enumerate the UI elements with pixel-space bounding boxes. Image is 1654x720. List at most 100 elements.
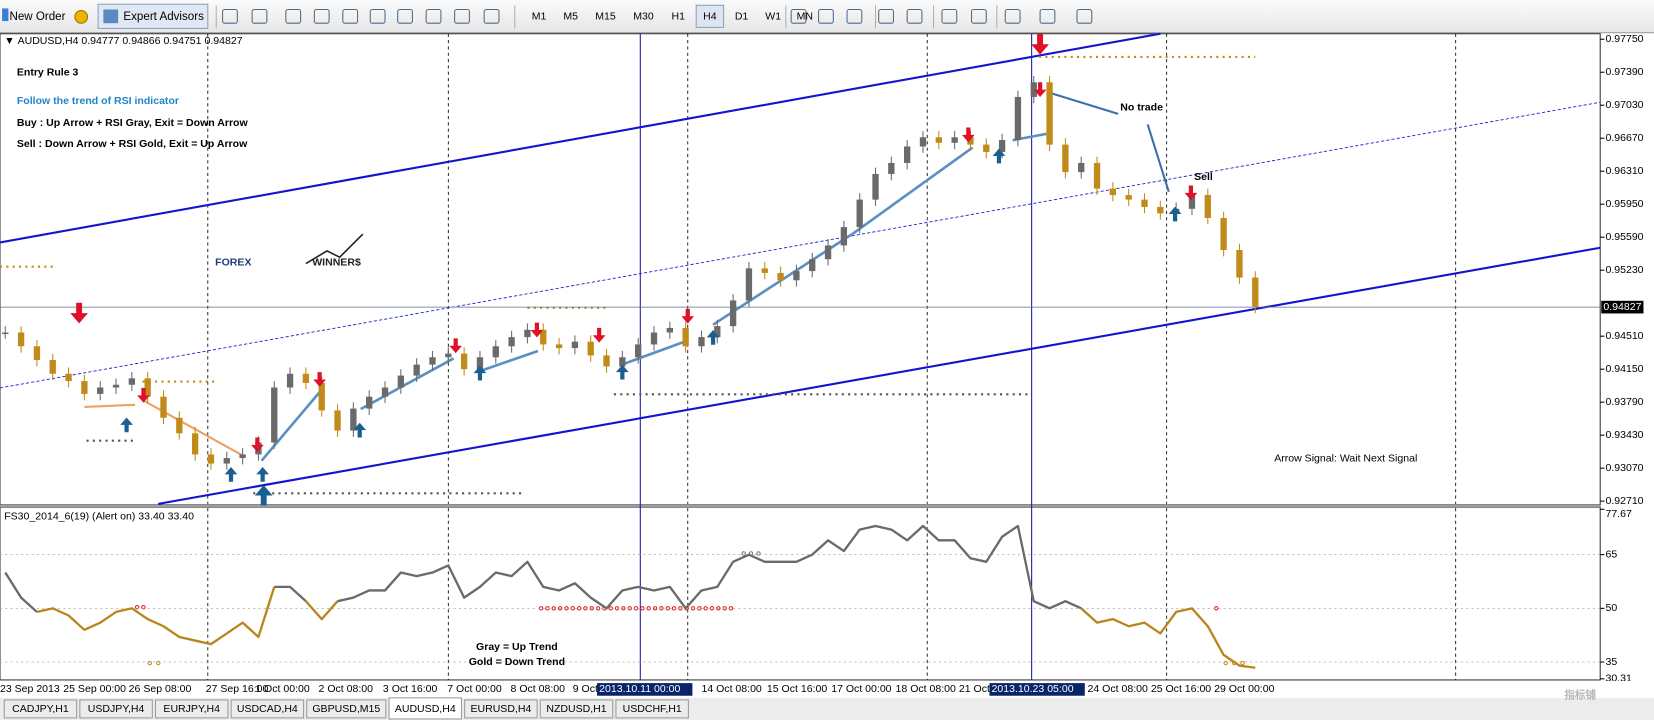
time-label: 29 Oct 00:00	[1214, 683, 1274, 695]
timeframe-button[interactable]: W1	[765, 11, 781, 23]
tool-icon[interactable]	[369, 8, 386, 24]
candle	[729, 300, 737, 327]
candle	[682, 327, 689, 347]
trend-line-orange	[142, 399, 244, 457]
tab[interactable]	[306, 699, 387, 719]
timeframe-buttons: M1 M5 M15 M30 H1 H4 D1 W1 MN	[532, 4, 813, 28]
new-order-label[interactable]: New Order	[9, 11, 65, 23]
tool-icon[interactable]	[222, 8, 238, 24]
toolbar	[0, 0, 1654, 33]
y-tick-label: 0.95230	[1605, 264, 1643, 276]
expert-advisors-label[interactable]: Expert Advisors	[123, 11, 204, 23]
tab-label[interactable]: GBPUSD,M15	[312, 703, 380, 715]
candle	[476, 357, 484, 370]
signal-dot	[652, 606, 658, 611]
candle	[1078, 162, 1085, 173]
new-order-button[interactable]: New Order	[2, 8, 66, 23]
tab[interactable]	[539, 699, 614, 719]
tab[interactable]	[464, 699, 538, 719]
signal-dot	[621, 606, 626, 611]
timeframe-button[interactable]: M1	[532, 11, 547, 23]
symbol-tabs: CADJPY,H1 USDJPY,H4 EURJPY,H4 USDCAD,H4 GBPU…	[3, 697, 689, 720]
up-arrow	[706, 329, 720, 345]
expert-advisors-button[interactable]: Expert Advisors	[97, 3, 209, 29]
tab-label[interactable]: CADJPY,H1	[12, 703, 69, 715]
candle	[1014, 96, 1022, 141]
chart-header: ▼ AUDUSD,H4 0.94777 0.94866 0.94751 0.94…	[4, 35, 242, 47]
candle	[587, 341, 594, 356]
time-label: 1 Oct 00:00	[255, 683, 310, 695]
tab[interactable]	[79, 699, 153, 719]
tool-icon[interactable]	[818, 8, 834, 24]
timeframe-button[interactable]: D1	[735, 11, 749, 23]
tool-icon[interactable]	[483, 8, 500, 24]
y-tick-label: 0.96670	[1605, 132, 1643, 144]
tool-icon[interactable]	[846, 8, 863, 24]
tool-icon[interactable]	[878, 8, 894, 24]
up-arrow	[120, 417, 133, 433]
y-tick-label: 0.95950	[1605, 198, 1643, 210]
cursor-time-box	[597, 683, 693, 696]
timeframe-button[interactable]: M5	[563, 11, 578, 23]
tab-label[interactable]: AUDUSD,H4	[395, 703, 456, 715]
tool-icon[interactable]	[790, 8, 807, 24]
candle	[824, 245, 832, 260]
tool-icon[interactable]	[454, 8, 470, 24]
tab-label[interactable]: NZDUSD,H1	[546, 703, 606, 715]
down-arrow	[1184, 185, 1198, 201]
tool-icon[interactable]	[941, 8, 958, 24]
candle	[951, 137, 958, 143]
tool-icon[interactable]	[1039, 8, 1056, 24]
tab[interactable]	[230, 699, 305, 719]
tab-label[interactable]: USDCHF,H1	[623, 703, 682, 715]
timeframe-button[interactable]: MN	[797, 11, 813, 23]
down-arrow	[251, 437, 264, 453]
tab[interactable]	[154, 699, 229, 719]
candle	[571, 341, 579, 349]
indicator-line	[36, 586, 276, 646]
time-axis	[0, 680, 1654, 698]
timeframe-button[interactable]: H4	[703, 11, 717, 23]
timeframe-button[interactable]: H1	[672, 11, 686, 23]
tool-icon[interactable]	[285, 8, 302, 24]
candle	[49, 360, 56, 374]
no-trade-label: No trade	[1120, 101, 1163, 113]
tab[interactable]	[3, 699, 78, 719]
candle	[555, 344, 563, 349]
tab-label[interactable]: USDCAD,H4	[237, 703, 298, 715]
up-arrow	[616, 364, 629, 380]
candle	[413, 364, 420, 376]
timeframe-button[interactable]: M15	[595, 11, 616, 23]
tab-label[interactable]: EURUSD,H4	[470, 703, 531, 715]
y-tick-label: 0.97030	[1605, 99, 1643, 111]
title: Entry Rule 3	[17, 67, 79, 79]
down-arrow	[70, 302, 88, 324]
tool-icon[interactable]	[1004, 8, 1021, 24]
candle	[888, 162, 895, 174]
tool-icon[interactable]	[397, 8, 413, 24]
up-arrow	[256, 466, 269, 482]
candle	[176, 417, 183, 434]
tab-label[interactable]: USDJPY,H4	[88, 703, 145, 715]
tool-icon[interactable]	[970, 8, 987, 24]
tool-icon[interactable]	[251, 8, 268, 24]
tab[interactable]	[388, 697, 463, 720]
timeframe-button[interactable]: M30	[633, 11, 654, 23]
indicator-header: FS30_2014_6(19) (Alert on) 33.40 33.40	[4, 510, 194, 522]
tool-icon[interactable]	[342, 8, 359, 24]
tool-icon[interactable]	[906, 8, 923, 24]
channel-middle	[0, 101, 1601, 389]
tab[interactable]	[615, 699, 689, 719]
down-arrow	[449, 338, 463, 354]
candle	[508, 337, 515, 347]
candle	[33, 346, 41, 361]
tab-label[interactable]: EURJPY,H4	[163, 703, 220, 715]
tool-icon[interactable]	[1076, 8, 1093, 24]
tool-icon[interactable]	[313, 8, 330, 24]
down-arrow	[592, 327, 606, 343]
tool-icon[interactable]	[425, 8, 442, 24]
alert-icon[interactable]	[74, 10, 89, 24]
indicator-y-tick-label: 30.31	[1605, 673, 1632, 685]
symbol: AUDUSD,H4	[18, 35, 79, 47]
